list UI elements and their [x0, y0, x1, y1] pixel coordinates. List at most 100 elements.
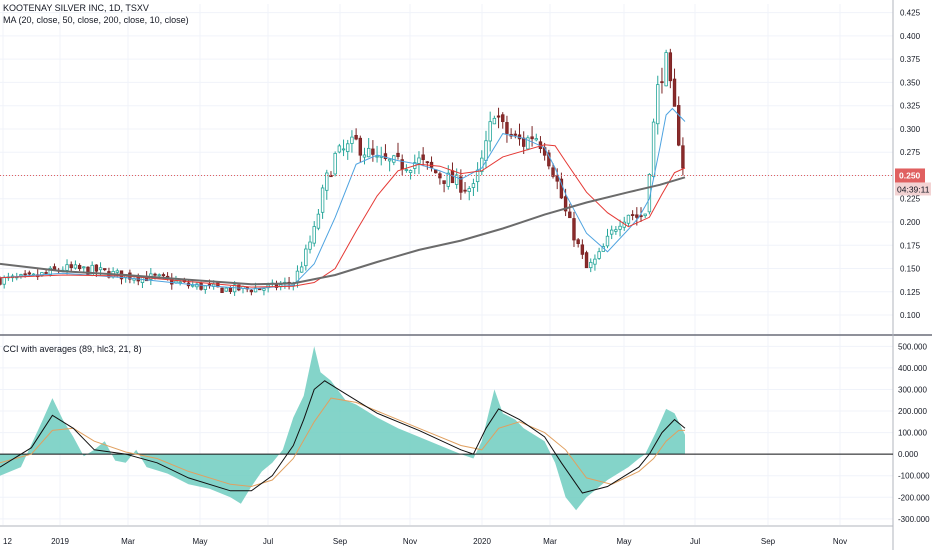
candle-body — [161, 274, 166, 277]
candle-body — [467, 188, 471, 192]
countdown-value: 04:39:11 — [897, 184, 930, 194]
candle-body — [40, 272, 44, 276]
cci-legend: CCI with averages (89, hlc3, 21, 8) — [3, 344, 142, 354]
candle-body — [580, 244, 585, 255]
candle-body — [668, 52, 673, 82]
time-tick-label: 2019 — [51, 537, 69, 546]
candle-body — [471, 183, 476, 188]
candle-body — [52, 266, 57, 270]
candle-body — [534, 138, 538, 141]
candle-body — [488, 121, 492, 142]
candle-body — [459, 176, 463, 193]
candle-body — [249, 289, 254, 293]
candle-body — [19, 274, 23, 277]
candle-body — [656, 84, 660, 125]
time-tick-label: 2020 — [473, 537, 491, 546]
candle-body — [551, 167, 555, 177]
candle-body — [354, 135, 358, 140]
candle-body — [77, 265, 82, 270]
candle-body — [463, 189, 467, 192]
candle-body — [350, 136, 354, 144]
candle-body — [191, 284, 195, 287]
time-tick-label: Mar — [121, 537, 135, 546]
price-tick-label: 0.225 — [900, 195, 921, 204]
cci-tick-label: 500.000 — [898, 342, 927, 351]
time-tick-label: May — [192, 537, 207, 546]
candle-body — [618, 225, 622, 230]
candle-body — [44, 272, 48, 274]
time-tick-label: Mar — [543, 537, 557, 546]
candle-body — [115, 270, 120, 273]
candle-body — [396, 152, 400, 157]
candle-body — [258, 288, 262, 291]
candle-body — [425, 161, 430, 164]
candle-body — [358, 137, 363, 156]
candle-body — [178, 281, 182, 284]
cci-tick-label: 0.000 — [898, 450, 919, 459]
candle-body — [559, 178, 564, 199]
price-tick-label: 0.150 — [900, 265, 921, 274]
time-tick-label: May — [616, 537, 631, 546]
candle-body — [609, 229, 614, 235]
price-tick-label: 0.425 — [900, 9, 921, 18]
candle-body — [94, 264, 99, 272]
candle-body — [630, 214, 635, 216]
price-tick-label: 0.125 — [900, 288, 921, 297]
cci-tick-label: -200.000 — [898, 493, 930, 502]
candle-body — [505, 122, 509, 134]
candle-body — [513, 133, 518, 136]
candle-body — [572, 218, 576, 241]
candle-body — [98, 267, 103, 271]
candle-body — [454, 174, 459, 185]
candle-body — [526, 137, 530, 150]
ma-line-gray — [0, 176, 686, 286]
candle-body — [626, 214, 631, 224]
candle-body — [660, 81, 664, 84]
cci-tick-label: 300.000 — [898, 385, 927, 394]
candle-body — [442, 180, 446, 184]
candle-body — [82, 266, 86, 269]
candle-body — [312, 226, 316, 244]
candle-body — [371, 148, 375, 155]
candle-body — [362, 154, 367, 158]
cci-tick-label: 100.000 — [898, 429, 927, 438]
candle-body — [672, 78, 677, 107]
candle-body — [576, 239, 580, 244]
time-tick-label: Nov — [833, 537, 847, 546]
candle-body — [157, 274, 161, 277]
price-tick-label: 0.200 — [900, 218, 921, 227]
candle-body — [237, 284, 241, 291]
candle-body — [86, 266, 90, 275]
candle-body — [23, 273, 27, 276]
cci-average-fast — [0, 380, 686, 494]
candle-body — [563, 196, 568, 212]
candle-body — [492, 117, 497, 125]
candle-body — [480, 157, 484, 172]
candle-body — [635, 214, 639, 218]
candle-body — [27, 272, 32, 275]
price-tick-label: 0.300 — [900, 125, 921, 134]
cci-tick-label: -100.000 — [898, 472, 930, 481]
candle-body — [681, 145, 685, 169]
countdown-badge — [895, 182, 931, 196]
price-tick-label: 0.175 — [900, 241, 921, 250]
time-tick-label: Jul — [263, 537, 273, 546]
time-tick-label: Jul — [690, 537, 700, 546]
candle-body — [643, 213, 647, 217]
candle-body — [299, 266, 304, 273]
price-tick-label: 0.100 — [900, 311, 921, 320]
cci-tick-label: 200.000 — [898, 407, 927, 416]
candle-body — [593, 258, 597, 265]
candle-body — [404, 169, 409, 171]
candle-body — [224, 287, 228, 292]
candle-body — [304, 248, 308, 267]
candle-body — [341, 148, 346, 151]
candle-body — [387, 158, 392, 162]
price-tick-label: 0.350 — [900, 78, 921, 87]
candle-body — [421, 154, 425, 160]
time-tick-label: 12 — [3, 537, 12, 546]
candle-body — [320, 187, 325, 213]
candle-body — [325, 172, 329, 191]
